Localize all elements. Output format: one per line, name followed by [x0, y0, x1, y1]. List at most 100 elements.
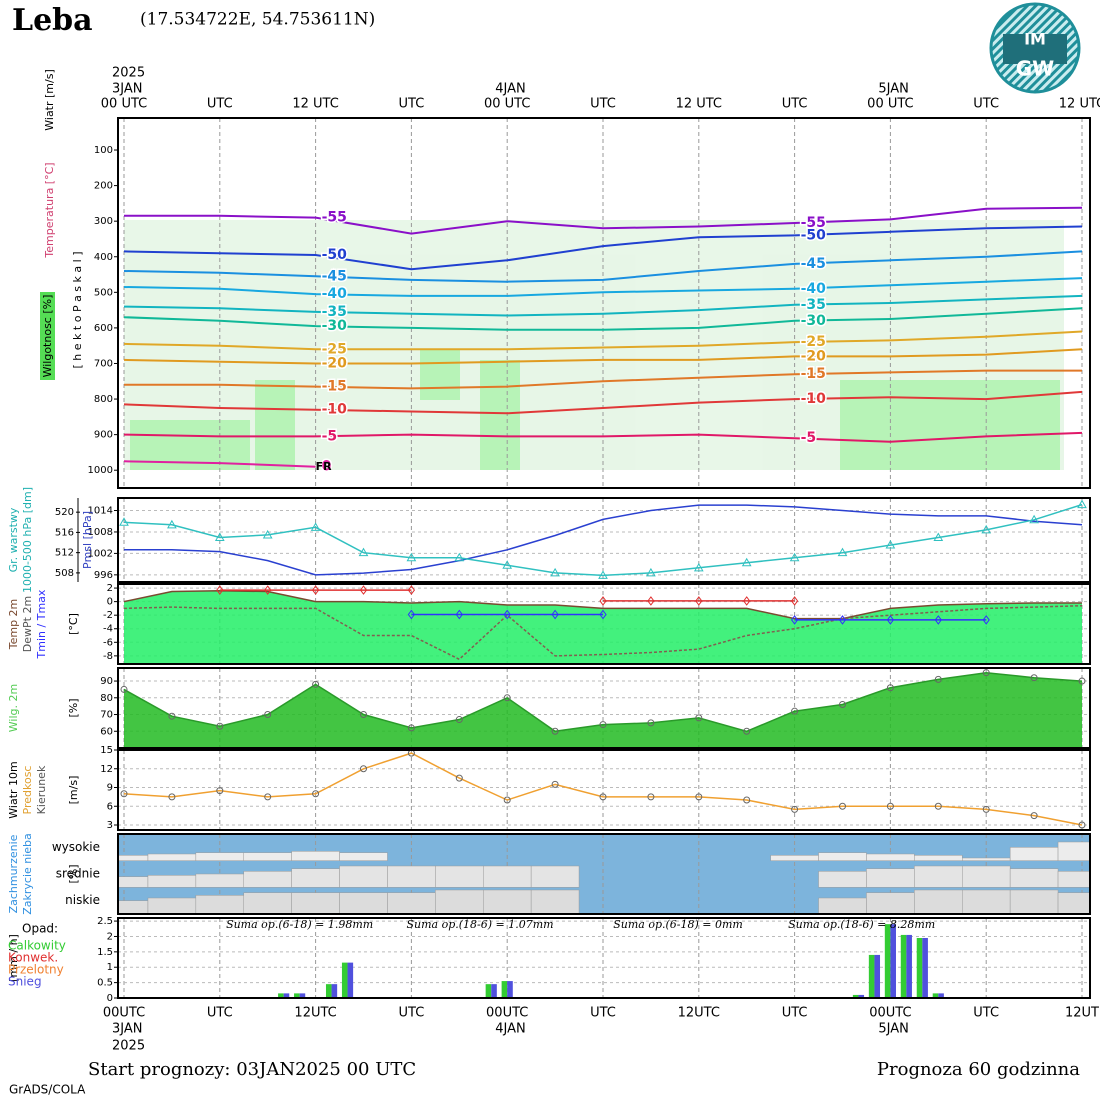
isotherm-label: -50 — [801, 227, 827, 243]
marker — [599, 793, 607, 801]
precip-bar — [900, 934, 907, 998]
cloud-bar — [195, 873, 245, 888]
marker — [216, 722, 224, 730]
marker — [455, 716, 463, 724]
x-tick-label: 12 UTC — [676, 97, 722, 112]
marker — [120, 685, 128, 693]
marker — [743, 796, 751, 804]
marker — [216, 585, 224, 595]
marker — [120, 790, 128, 798]
humidity-area — [255, 380, 295, 470]
date-label: 4JAN — [495, 1022, 526, 1037]
axis-label: Wiatr [m/s] — [43, 69, 56, 131]
marker — [407, 585, 416, 595]
cloud-bar — [914, 855, 963, 861]
cloud-bar — [435, 865, 484, 888]
precip-bar — [283, 993, 290, 998]
forecast-start: Start prognozy: 03JAN2025 00 UTC — [88, 1059, 416, 1080]
isotherm-label: -20 — [801, 348, 827, 364]
cloud-bar — [387, 865, 436, 888]
marker — [837, 547, 848, 557]
marker — [119, 517, 129, 526]
y2-tick-label: 512 — [55, 548, 74, 559]
y-tick-label: 0 — [107, 597, 113, 608]
annotation: FR — [316, 460, 333, 473]
isotherm-label: -55 — [322, 210, 347, 226]
station-title: Leba — [12, 3, 93, 38]
marker — [599, 721, 607, 729]
y-tick-label: 1.5 — [97, 947, 113, 958]
marker — [599, 596, 607, 606]
cloud-bar — [147, 897, 197, 915]
marker — [791, 805, 799, 813]
cloud-bar — [530, 865, 580, 888]
y-tick-label: 100 — [94, 145, 113, 156]
marker — [790, 596, 799, 606]
panel-frame — [117, 749, 1091, 831]
y-tick-label: 15 — [100, 745, 113, 756]
axis-label: 1000-500 hPa [dm] — [21, 487, 34, 593]
series-line — [124, 504, 1083, 576]
precip-bar — [858, 994, 865, 998]
y-tick-label: 500 — [94, 287, 113, 298]
marker — [839, 802, 846, 810]
cloud-bar — [866, 892, 915, 915]
cloud-bar — [291, 851, 340, 861]
axis-label: DewPt 2m — [21, 596, 34, 652]
precip-bar — [294, 993, 300, 998]
marker — [214, 532, 225, 541]
axis-label: Gr. warstwy — [7, 507, 20, 572]
precip-bar — [331, 984, 338, 998]
precip-bar — [491, 984, 497, 998]
marker — [1077, 499, 1087, 509]
x-tick-label: 00 UTC — [484, 97, 530, 112]
y-tick-label: 996 — [94, 570, 113, 581]
isotherm — [123, 460, 316, 468]
cloud-bar — [866, 868, 915, 888]
y-tick-label: 1 — [107, 962, 113, 973]
humidity-area — [124, 220, 1064, 470]
isotherm-label: -55 — [801, 215, 826, 231]
marker — [693, 562, 704, 572]
panel-frame — [117, 497, 1091, 583]
marker — [1029, 514, 1039, 524]
humidity-shading — [124, 220, 1064, 470]
x-tick-label: 12UTC — [678, 1006, 720, 1021]
marker — [599, 609, 607, 620]
precip-bar — [938, 993, 944, 998]
isotherm-label: -10 — [322, 402, 348, 418]
marker — [885, 540, 896, 549]
x-tick-label: UTC — [399, 1006, 425, 1021]
isotherm — [123, 348, 1083, 365]
cloud-bar — [914, 865, 963, 888]
y-tick-label: 600 — [94, 323, 113, 334]
panel-frame — [117, 583, 1091, 665]
y-tick-label: -8 — [103, 651, 113, 662]
isotherm — [123, 225, 1083, 271]
x-tick-label: 12 UTC — [1059, 97, 1100, 112]
isotherm-label: -25 — [322, 341, 347, 357]
cloud-bar — [483, 889, 532, 915]
marker — [1030, 812, 1038, 820]
isotherm — [123, 431, 1083, 443]
marker — [982, 669, 990, 677]
isotherm-label: -45 — [322, 268, 347, 284]
x-tick-label: 00UTC — [869, 1006, 911, 1021]
panel-frame — [117, 667, 1091, 749]
cloud-bar — [530, 889, 580, 915]
isotherm-label: -45 — [801, 256, 826, 272]
isotherm-label: -25 — [801, 334, 826, 350]
marker — [551, 609, 559, 620]
y-tick-label: 300 — [94, 216, 113, 227]
y2-tick-label: 516 — [55, 527, 74, 538]
isotherm-label: -5 — [322, 428, 338, 444]
marker — [839, 700, 846, 708]
precip-bar — [922, 938, 928, 998]
series-line — [123, 503, 1083, 577]
series-line — [123, 752, 1083, 826]
marker — [312, 790, 320, 798]
x-tick-label: 00UTC — [486, 1006, 528, 1021]
credit: GrADS/COLA — [9, 1083, 86, 1097]
legend-entry: Calkowity — [8, 939, 66, 953]
humidity-area — [840, 380, 1060, 470]
